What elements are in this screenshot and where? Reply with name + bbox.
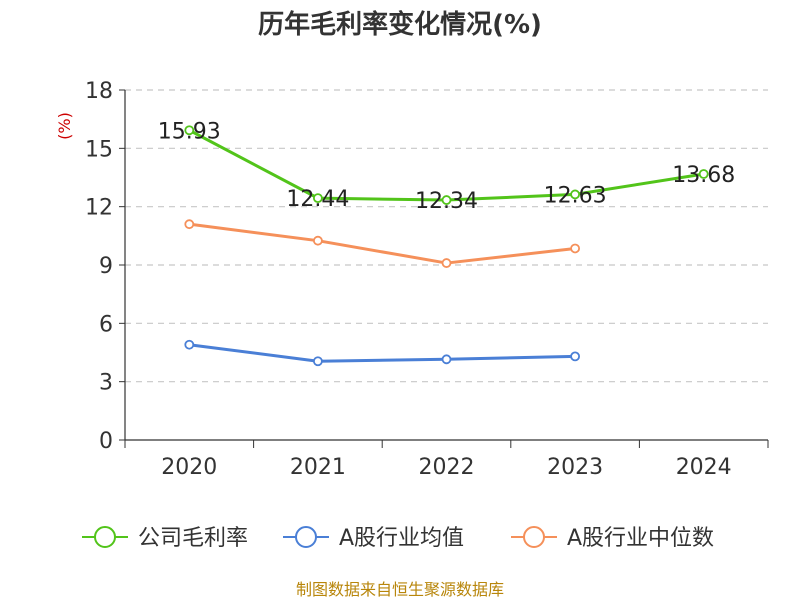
data-point[interactable] bbox=[184, 125, 195, 136]
data-point[interactable] bbox=[312, 235, 323, 246]
x-tick-label: 2023 bbox=[547, 455, 603, 480]
chart-title: 历年毛利率变化情况(%) bbox=[258, 10, 542, 40]
y-tick-label: 18 bbox=[85, 79, 113, 104]
data-point[interactable] bbox=[570, 243, 580, 254]
legend-label: 公司毛利率 bbox=[138, 526, 248, 551]
legend-label: A股行业中位数 bbox=[567, 526, 714, 551]
legend-marker bbox=[94, 526, 116, 548]
series-line-3 bbox=[189, 222, 576, 265]
y-tick-label: 6 bbox=[99, 312, 113, 337]
x-tick-label: 2022 bbox=[419, 455, 475, 480]
data-point[interactable] bbox=[184, 219, 195, 230]
y-tick-label: 0 bbox=[99, 429, 113, 454]
grid-lines bbox=[125, 89, 768, 383]
data-label: 12.34 bbox=[415, 189, 478, 214]
y-tick-label: 12 bbox=[85, 196, 113, 221]
data-point[interactable] bbox=[312, 356, 323, 367]
data-point[interactable] bbox=[441, 258, 452, 268]
legend-marker bbox=[523, 526, 545, 548]
x-tick-label: 2020 bbox=[161, 455, 217, 480]
legend-marker bbox=[295, 526, 317, 548]
data-point[interactable] bbox=[570, 189, 580, 200]
legend-label: A股行业均值 bbox=[339, 526, 464, 551]
x-tick-label: 2024 bbox=[676, 455, 732, 480]
data-point[interactable] bbox=[184, 339, 195, 350]
y-tick-label: 15 bbox=[85, 137, 113, 162]
data-label: 15.93 bbox=[158, 119, 221, 144]
legend-item-2[interactable]: A股行业均值 bbox=[283, 526, 464, 551]
data-label: 13.68 bbox=[672, 163, 735, 188]
data-point[interactable] bbox=[570, 351, 580, 362]
series-line-2 bbox=[189, 343, 576, 363]
y-axis-label: (%) bbox=[55, 112, 74, 140]
legend-item-1[interactable]: 公司毛利率 bbox=[82, 526, 248, 551]
data-point[interactable] bbox=[441, 354, 452, 365]
series-lines bbox=[184, 125, 709, 367]
legend-item-3[interactable]: A股行业中位数 bbox=[511, 526, 714, 551]
axes: 0 3 6 9 12 15 18 2020 2021 2022 2023 2024 bbox=[85, 79, 769, 480]
data-point[interactable] bbox=[312, 193, 323, 204]
data-point[interactable] bbox=[698, 169, 709, 179]
data-labels: 15.93 12.44 12.34 12.63 13.68 bbox=[158, 119, 735, 214]
source-note: 制图数据来自恒生聚源数据库 bbox=[295, 580, 504, 599]
legend[interactable]: 公司毛利率 A股行业均值 A股行业中位数 bbox=[82, 526, 714, 551]
data-label: 12.63 bbox=[544, 183, 607, 208]
y-tick-label: 3 bbox=[99, 371, 113, 396]
data-label: 12.44 bbox=[286, 187, 349, 212]
data-point[interactable] bbox=[441, 195, 452, 205]
x-tick-label: 2021 bbox=[290, 455, 346, 480]
y-tick-label: 9 bbox=[99, 254, 113, 279]
